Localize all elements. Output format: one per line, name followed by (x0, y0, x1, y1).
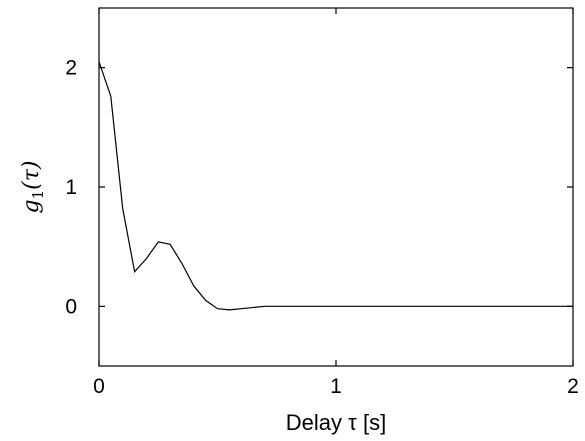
axis-labels: Delay τ [s] g1(τ) (19, 161, 386, 435)
y-tick-label: 2 (65, 57, 77, 80)
x-tick-label: 1 (330, 375, 342, 398)
y-tick-label: 0 (65, 295, 77, 318)
axes: 0 1 2 0 1 2 (65, 7, 579, 398)
plot-frame (98, 7, 574, 367)
y-axis-title: g1(τ) (19, 161, 47, 214)
y-axis-title-base: g (19, 199, 44, 213)
series-line (98, 61, 573, 311)
x-tick-label: 0 (93, 375, 105, 398)
y-axis-title-subscript: 1 (29, 190, 47, 200)
plot-area (98, 61, 573, 311)
y-axis-title-argument: (τ) (19, 161, 44, 190)
x-tick-label: 2 (567, 375, 579, 398)
y-tick-label: 1 (65, 176, 77, 199)
x-axis-title: Delay τ [s] (286, 410, 386, 435)
